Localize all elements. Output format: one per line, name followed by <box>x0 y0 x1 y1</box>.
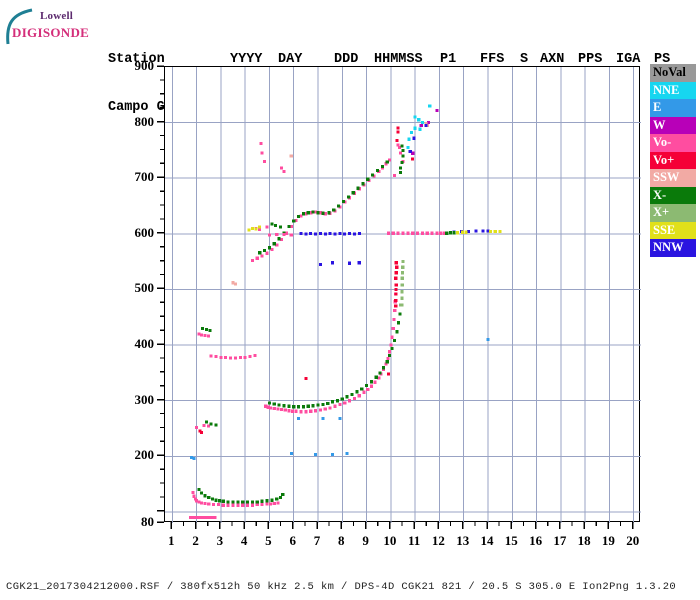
footer-metadata: CGK21_2017304212000.RSF / 380fx512h 50 k… <box>6 581 677 593</box>
y-tick-label-600: 600 <box>134 224 155 240</box>
header-label-pps: PPS <box>578 52 603 67</box>
y-tick-label-400: 400 <box>134 336 155 352</box>
series-11 <box>445 231 456 235</box>
y-tick-label-700: 700 <box>134 169 155 185</box>
header-label-ddd: DDD <box>334 52 359 67</box>
x-tick-label-19: 19 <box>601 533 615 548</box>
series-6 <box>188 515 217 519</box>
x-tick-label-5: 5 <box>265 533 272 548</box>
series-4 <box>191 490 280 507</box>
series-1 <box>394 261 399 308</box>
legend-item-sse[interactable]: SSE <box>650 221 696 239</box>
y-tick-label-80: 80 <box>141 514 154 529</box>
series-10 <box>267 231 446 237</box>
header-label-iga: IGA <box>616 52 641 67</box>
series-21 <box>198 126 415 434</box>
series-16 <box>318 123 428 266</box>
header-labels-row: Station YYYY DAY DDD HHMMSS P1 FFS S AXN PPS IGA PS <box>108 52 680 68</box>
plot-data-points <box>188 104 502 519</box>
x-tick-label-7: 7 <box>313 533 321 548</box>
logo-lowell-text: Lowell <box>40 10 73 22</box>
series-19 <box>190 338 490 460</box>
header-label-axn: AXN <box>540 52 565 67</box>
series-2 <box>267 303 403 409</box>
x-tick-label-4: 4 <box>240 533 248 548</box>
legend-item-nne[interactable]: NNE <box>650 81 696 99</box>
y-tick-label-200: 200 <box>134 447 155 463</box>
x-tick-label-10: 10 <box>383 533 397 548</box>
x-tick-label-14: 14 <box>480 533 494 548</box>
header-label-ffs: FFS <box>480 52 505 67</box>
x-tick-label-16: 16 <box>529 533 543 548</box>
x-tick-label-9: 9 <box>362 533 369 548</box>
legend-item-nnw[interactable]: NNW <box>650 239 696 257</box>
series-18 <box>201 144 405 427</box>
header-label-hhmmss: HHMMSS <box>374 52 423 67</box>
logo-digisonde-text: DIGISONDE <box>12 25 90 40</box>
x-tick-label-3: 3 <box>216 533 224 548</box>
legend-item-ssw[interactable]: SSW <box>650 169 696 187</box>
x-tick-label-15: 15 <box>504 533 518 548</box>
y-tick-label-300: 300 <box>134 391 155 407</box>
header-label-station: Station <box>108 52 165 67</box>
series-14 <box>411 108 439 155</box>
series-17 <box>195 142 405 429</box>
header-label-day: DAY <box>278 52 303 67</box>
x-tick-label-11: 11 <box>407 533 421 548</box>
legend-item-vo-[interactable]: Vo+ <box>650 151 696 169</box>
legend-item-e[interactable]: E <box>650 99 696 117</box>
lowell-digisonde-logo: Lowell DIGISONDE <box>4 8 96 46</box>
legend-item-w[interactable]: W <box>650 116 696 134</box>
series-20 <box>247 225 262 232</box>
series-5 <box>197 488 285 504</box>
y-tick-label-800: 800 <box>134 113 155 129</box>
y-tick-label-500: 500 <box>134 280 155 296</box>
series-7 <box>250 158 392 263</box>
header-label-s: S <box>520 52 529 67</box>
x-tick-label-12: 12 <box>431 533 445 548</box>
x-tick-label-6: 6 <box>289 533 296 548</box>
mode-legend: NoVal NNE E W Vo- Vo+ SSW X- X+ SSE NNW <box>650 64 696 257</box>
logo-arc-icon <box>6 8 33 45</box>
x-tick-label-18: 18 <box>577 533 591 548</box>
series-12 <box>456 230 502 235</box>
x-tick-label-2: 2 <box>192 533 199 548</box>
legend-item-noval[interactable]: NoVal <box>650 64 696 82</box>
x-tick-label-8: 8 <box>338 533 345 548</box>
x-tick-label-1: 1 <box>168 533 175 548</box>
header-label-yyyy: YYYY <box>230 52 263 67</box>
y-tick-label-900: 900 <box>134 58 155 73</box>
series-3 <box>400 260 405 307</box>
x-tick-label-13: 13 <box>456 533 470 548</box>
plot-canvas <box>164 66 641 523</box>
series-8 <box>258 160 389 255</box>
series-0 <box>264 292 398 414</box>
x-tick-label-20: 20 <box>626 533 640 548</box>
legend-item-x-[interactable]: X- <box>650 186 696 204</box>
header-label-p1: P1 <box>440 52 457 67</box>
legend-item-vo-[interactable]: Vo- <box>650 134 696 152</box>
plot-gridlines <box>165 67 641 523</box>
legend-item-x-[interactable]: X+ <box>650 204 696 222</box>
header-label-ps: PS <box>654 52 671 67</box>
x-tick-label-17: 17 <box>553 533 567 548</box>
